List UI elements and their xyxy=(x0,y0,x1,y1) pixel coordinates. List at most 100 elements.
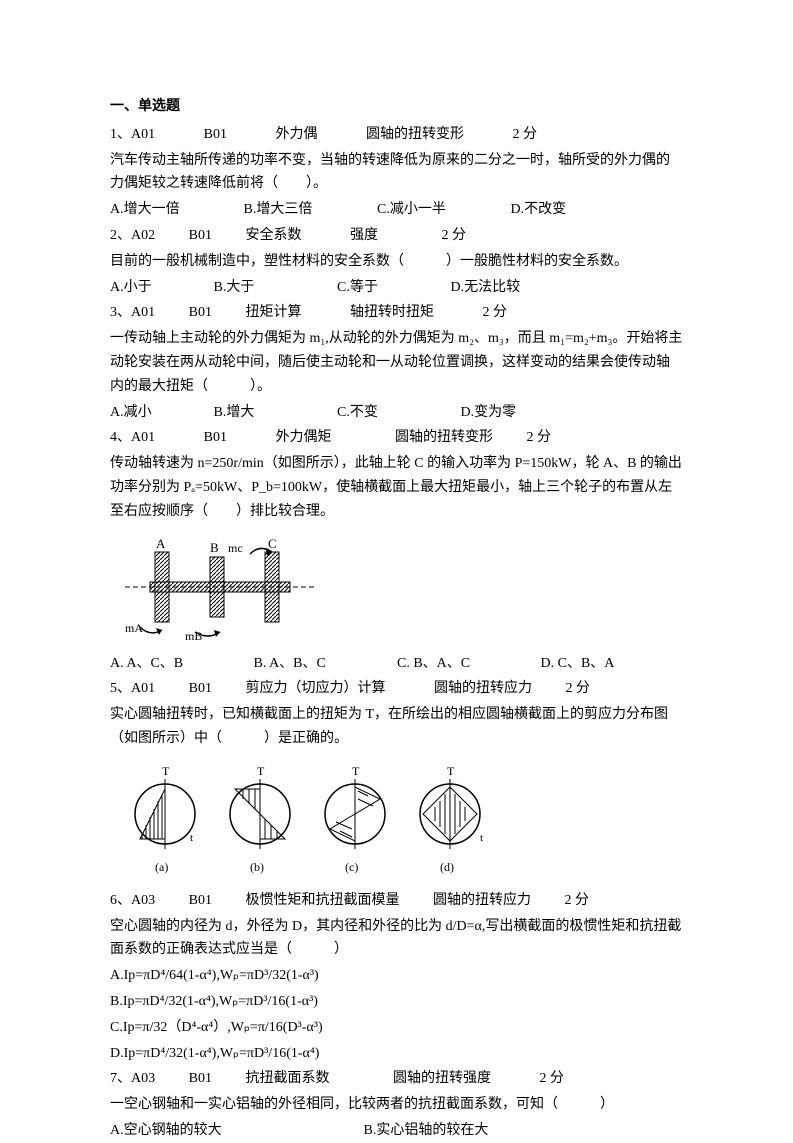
q6-opt-d: D.Ip=πD⁴/32(1-α⁴),Wₚ=πD³/16(1-α⁴) xyxy=(110,1042,683,1066)
tag: B01 xyxy=(189,677,212,701)
opt-b: B.大于 xyxy=(214,276,334,300)
q7-options: A.空心钢轴的较大 B.实心铝轴的较在大 xyxy=(110,1119,683,1143)
q6-opt-c: C.Ip=π/32（D⁴-α⁴）,Wₚ=π/16(D³-α³) xyxy=(110,1016,683,1040)
q1-stem: 汽车传动主轴所传递的功率不变，当轴的转速降低为原来的二分之一时，轴所受的外力偶的… xyxy=(110,149,683,197)
opt-b: B.增大三倍 xyxy=(244,198,374,222)
opt-a: A.减小 xyxy=(110,401,210,425)
page-content: 一、单选题 1、A01 B01 外力偶 圆轴的扭转变形 2 分 汽车传动主轴所传… xyxy=(110,95,683,1143)
tag: 2 分 xyxy=(565,677,590,701)
svg-text:T: T xyxy=(257,764,265,778)
q1-options: A.增大一倍 B.增大三倍 C.减小一半 D.不改变 xyxy=(110,198,683,222)
q6-opt-b: B.Ip=πD⁴/32(1-α⁴),Wₚ=πD³/16(1-α³) xyxy=(110,990,683,1014)
tag: 外力偶 xyxy=(275,123,317,147)
label-a: A xyxy=(156,536,166,551)
q5-tags: 5、A01 B01 剪应力（切应力）计算 圆轴的扭转应力 2 分 xyxy=(110,677,683,701)
q5-diagram: T t (a) T (b) T xyxy=(120,759,683,879)
q2-stem: 目前的一般机械制造中，塑性材料的安全系数（ ）一般脆性材料的安全系数。 xyxy=(110,250,683,274)
svg-text:T: T xyxy=(352,764,360,778)
tag: 3、A01 xyxy=(110,301,155,325)
tag: 强度 xyxy=(350,224,378,248)
tag: B01 xyxy=(204,426,227,450)
opt-d: D.无法比较 xyxy=(451,276,521,300)
svg-text:(a): (a) xyxy=(155,860,168,874)
tag: 2 分 xyxy=(526,426,551,450)
opt-b: B. A、B、C xyxy=(254,652,394,676)
q4-diagram: A B mc C mA mB xyxy=(120,532,683,642)
opt-c: C. B、A、C xyxy=(397,652,537,676)
tag: 轴扭转时扭矩 xyxy=(350,301,434,325)
tag: B01 xyxy=(204,123,227,147)
label-c: C xyxy=(268,536,277,551)
label-mb: mB xyxy=(185,629,202,642)
svg-text:(c): (c) xyxy=(345,860,358,874)
label-mc: mc xyxy=(228,541,243,555)
q3-tags: 3、A01 B01 扭矩计算 轴扭转时扭矩 2 分 xyxy=(110,301,683,325)
opt-a: A.增大一倍 xyxy=(110,198,240,222)
tag: 圆轴的扭转应力 xyxy=(434,677,532,701)
tag: 外力偶矩 xyxy=(275,426,331,450)
tag: 圆轴的扭转强度 xyxy=(393,1067,491,1091)
label-ma: mA xyxy=(125,621,143,635)
tag: 2 分 xyxy=(539,1067,564,1091)
tag: 2、A02 xyxy=(110,224,155,248)
tag: B01 xyxy=(189,889,212,913)
q6-tags: 6、A03 B01 极惯性矩和抗扭截面模量 圆轴的扭转应力 2 分 xyxy=(110,889,683,913)
svg-text:t: t xyxy=(480,832,483,844)
section-title: 一、单选题 xyxy=(110,95,683,119)
subfig-d: T t (d) xyxy=(420,764,483,874)
tag: 圆轴的扭转变形 xyxy=(366,123,464,147)
opt-d: D. C、B、A xyxy=(541,652,615,676)
tag: 剪应力（切应力）计算 xyxy=(245,677,385,701)
opt-b: B.增大 xyxy=(214,401,334,425)
q4-options: A. A、C、B B. A、B、C C. B、A、C D. C、B、A xyxy=(110,652,683,676)
q3-options: A.减小 B.增大 C.不变 D.变为零 xyxy=(110,401,683,425)
opt-d: D.不改变 xyxy=(511,198,567,222)
tag: 抗扭截面系数 xyxy=(245,1067,329,1091)
opt-a: A.空心钢轴的较大 xyxy=(110,1119,360,1143)
q7-stem: 一空心钢轴和一实心铝轴的外径相同，比较两者的抗扭截面系数，可知（ ） xyxy=(110,1093,683,1117)
tag: 6、A03 xyxy=(110,889,155,913)
tag: 2 分 xyxy=(482,301,507,325)
tag: 1、A01 xyxy=(110,123,155,147)
opt-b: B.实心铝轴的较在大 xyxy=(364,1119,489,1143)
q7-tags: 7、A03 B01 抗扭截面系数 圆轴的扭转强度 2 分 xyxy=(110,1067,683,1091)
opt-a: A.小于 xyxy=(110,276,210,300)
tag: 5、A01 xyxy=(110,677,155,701)
tag: 扭矩计算 xyxy=(245,301,301,325)
q4-stem: 传动轴转速为 n=250r/min（如图所示），此轴上轮 C 的输入功率为 P=… xyxy=(110,452,683,523)
opt-a: A. A、C、B xyxy=(110,652,250,676)
opt-c: C.不变 xyxy=(337,401,457,425)
q1-tags: 1、A01 B01 外力偶 圆轴的扭转变形 2 分 xyxy=(110,123,683,147)
tag: 圆轴的扭转应力 xyxy=(433,889,531,913)
tag: 7、A03 xyxy=(110,1067,155,1091)
q2-options: A.小于 B.大于 C.等于 D.无法比较 xyxy=(110,276,683,300)
svg-text:T: T xyxy=(162,764,170,778)
tag: 2 分 xyxy=(441,224,466,248)
q5-stem: 实心圆轴扭转时，已知横截面上的扭矩为 T，在所绘出的相应圆轴横截面上的剪应力分布… xyxy=(110,703,683,751)
tag: 2 分 xyxy=(512,123,537,147)
subfig-a: T t (a) xyxy=(135,764,195,874)
svg-text:(d): (d) xyxy=(440,860,454,874)
q6-stem: 空心圆轴的内径为 d，外径为 D，其内径和外径的比为 d/D=α,写出横截面的极… xyxy=(110,915,683,963)
q6-opt-a: A.Ip=πD⁴/64(1-α⁴),Wₚ=πD³/32(1-α³) xyxy=(110,964,683,988)
tag: 极惯性矩和抗扭截面模量 xyxy=(245,889,399,913)
tag: B01 xyxy=(189,224,212,248)
label-b: B xyxy=(210,540,219,555)
tag: 圆轴的扭转变形 xyxy=(395,426,493,450)
svg-text:t: t xyxy=(190,832,193,844)
opt-d: D.变为零 xyxy=(461,401,517,425)
tag: B01 xyxy=(189,301,212,325)
tag: 安全系数 xyxy=(245,224,301,248)
tag: 4、A01 xyxy=(110,426,155,450)
opt-c: C.等于 xyxy=(337,276,447,300)
svg-text:T: T xyxy=(447,764,455,778)
subfig-c: T (c) xyxy=(325,764,385,874)
tag: B01 xyxy=(189,1067,212,1091)
tag: 2 分 xyxy=(564,889,589,913)
q2-tags: 2、A02 B01 安全系数 强度 2 分 xyxy=(110,224,683,248)
q3-stem: 一传动轴上主动轮的外力偶矩为 m₁,从动轮的外力偶矩为 m₂、m₃，而且 m₁=… xyxy=(110,327,683,398)
subfig-b: T (b) xyxy=(230,764,290,874)
opt-c: C.减小一半 xyxy=(377,198,507,222)
q4-tags: 4、A01 B01 外力偶矩 圆轴的扭转变形 2 分 xyxy=(110,426,683,450)
svg-text:(b): (b) xyxy=(250,860,264,874)
